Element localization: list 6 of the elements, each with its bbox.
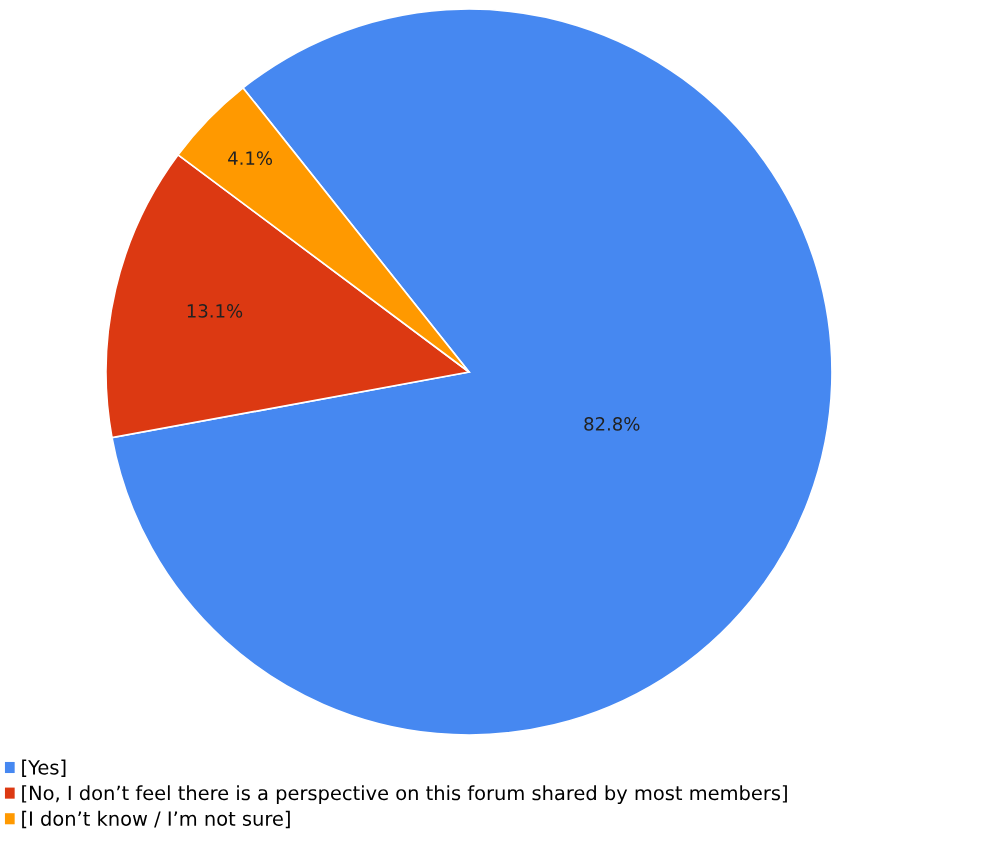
data-label: 4.1% <box>228 151 273 165</box>
legend-label: [No, I don’t feel there is a perspective on this forum shared by most members] <box>22 785 787 805</box>
legend-label: [I don’t know / I’m not sure] <box>22 810 290 829</box>
data-label: 82.8% <box>584 417 640 431</box>
legend-label: [Yes] <box>22 759 66 777</box>
data-label: 13.1% <box>187 304 243 318</box>
